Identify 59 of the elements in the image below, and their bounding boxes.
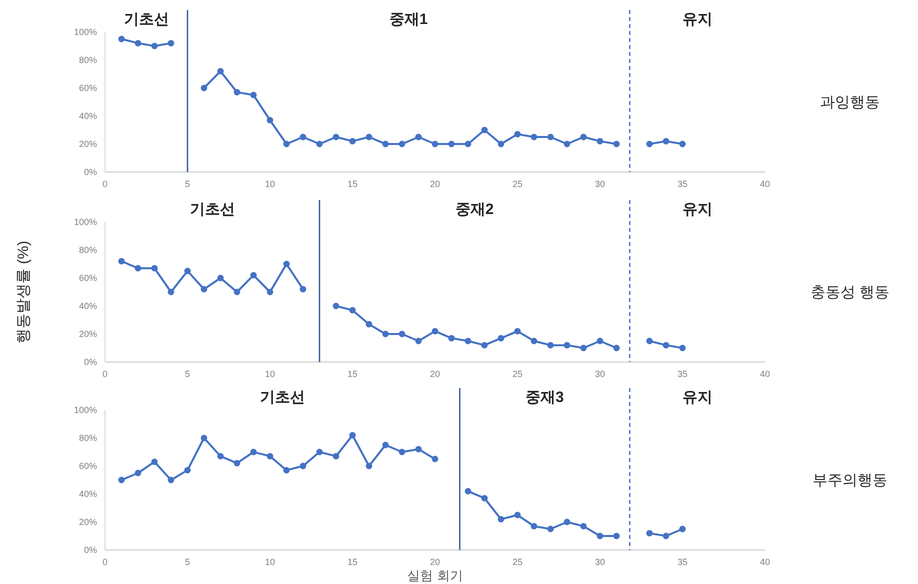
y-tick-label: 80% (78, 55, 97, 65)
x-tick-label: 15 (347, 179, 358, 189)
x-tick-label: 35 (677, 557, 688, 567)
y-tick-label: 0% (84, 167, 97, 177)
x-tick-label: 10 (264, 369, 276, 379)
y-tick-label: 20% (78, 517, 97, 527)
x-tick-label: 40 (760, 369, 770, 379)
x-tick-label: 30 (594, 179, 606, 189)
y-axis-title: 행동발생률 (%) (15, 240, 32, 344)
y-tick-label: 60% (78, 461, 97, 471)
text: 기초선 (190, 201, 235, 218)
text: 기초선 (260, 389, 305, 406)
x-tick-label: 10 (264, 179, 276, 189)
x-tick-label: 5 (184, 179, 190, 189)
y-tick-label: 40% (78, 489, 97, 499)
text: 중재1 (389, 11, 428, 28)
y-tick-label: 0% (84, 545, 97, 555)
x-tick-label: 40 (760, 557, 770, 567)
x-tick-label: 10 (264, 557, 276, 567)
x-tick-label: 20 (430, 369, 440, 379)
x-axis-title: 실험 회기 (407, 568, 463, 583)
y-tick-label: 0% (84, 357, 97, 367)
y-tick-label: 60% (78, 273, 97, 283)
y-tick-label: 40% (78, 301, 97, 311)
x-tick-label: 0 (102, 369, 108, 379)
text: 기초선 (124, 11, 169, 28)
text: 부주의행동 (812, 472, 888, 489)
y-tick-label: 80% (78, 245, 97, 255)
x-tick-label: 5 (184, 557, 190, 567)
y-tick-label: 60% (78, 83, 97, 93)
x-tick-label: 40 (760, 179, 770, 189)
y-tick-label: 80% (78, 433, 97, 443)
text: 충동성 행동 (810, 284, 890, 301)
text: 유지 (682, 201, 712, 218)
y-tick-label: 100% (74, 405, 97, 415)
y-tick-label: 100% (74, 27, 97, 37)
x-tick-label: 30 (594, 557, 606, 567)
x-tick-label: 20 (430, 557, 440, 567)
y-tick-label: 100% (74, 217, 97, 227)
text: 과잉행동 (820, 94, 880, 111)
y-tick-label: 20% (78, 139, 97, 149)
x-tick-label: 25 (512, 557, 523, 567)
x-tick-label: 25 (512, 369, 523, 379)
x-tick-label: 0 (102, 179, 108, 189)
x-tick-label: 15 (347, 557, 358, 567)
x-tick-label: 0 (102, 557, 108, 567)
x-tick-label: 35 (677, 369, 688, 379)
text: 중재3 (526, 389, 564, 406)
y-tick-label: 40% (78, 111, 97, 121)
x-tick-label: 25 (512, 179, 523, 189)
text: 유지 (682, 11, 712, 28)
x-tick-label: 5 (184, 369, 190, 379)
x-tick-label: 20 (430, 179, 440, 189)
x-tick-label: 15 (347, 369, 358, 379)
y-tick-label: 20% (78, 329, 97, 339)
x-tick-label: 30 (594, 369, 606, 379)
text: 중재2 (455, 201, 494, 218)
text: 유지 (682, 389, 712, 406)
x-tick-label: 35 (677, 179, 688, 189)
